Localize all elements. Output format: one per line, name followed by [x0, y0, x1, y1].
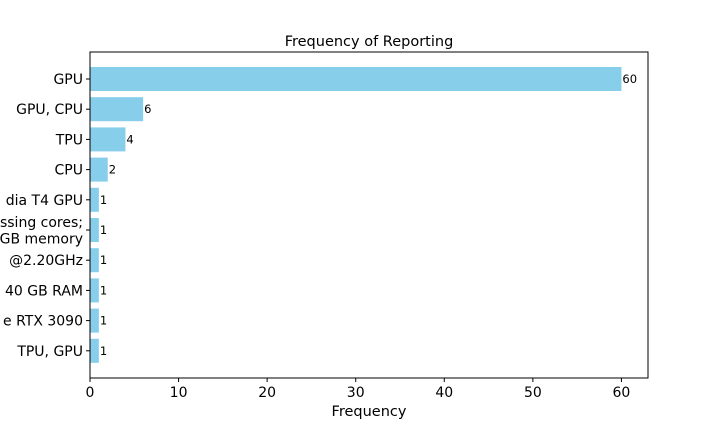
y-tick-label: 40 GB RAM	[5, 283, 83, 299]
y-tick-label: CPU	[55, 163, 83, 179]
plot-frame	[89, 51, 649, 379]
y-tick-label: GPU	[53, 72, 83, 88]
chart-title: Frequency of Reporting	[285, 34, 454, 50]
data-label: 4	[126, 132, 133, 146]
bar	[90, 67, 622, 91]
data-label: 2	[109, 163, 116, 177]
y-tick-label: TPU, GPU	[16, 344, 83, 360]
y-tick-label: TPU	[55, 132, 83, 148]
y-tick-label: dia T4 GPU	[6, 193, 83, 209]
y-tick-label: e RTX 3090	[3, 314, 83, 330]
bar	[90, 308, 99, 333]
x-tick-label: 20	[258, 385, 276, 401]
x-tick-label: 40	[435, 385, 453, 401]
x-tick-label: 10	[170, 385, 188, 401]
y-tick-label: GPU, CPU	[16, 102, 83, 118]
bar	[90, 187, 99, 212]
data-label: 1	[100, 283, 107, 297]
bar	[90, 157, 108, 182]
data-label: 1	[100, 223, 107, 237]
bar	[90, 127, 126, 152]
bar	[90, 218, 99, 242]
y-axis-ticks: GPU GPU, CPU TPU CPU dia T4 GPU ssing cores; G…	[0, 72, 90, 360]
bar	[90, 278, 99, 303]
x-tick-label: 50	[524, 385, 542, 401]
data-labels-group: 60 6 4 2 1 1 1 1 1 1	[100, 72, 637, 358]
x-tick-label: 0	[86, 385, 95, 401]
bar	[90, 338, 99, 363]
x-tick-label: 60	[613, 385, 631, 401]
data-label: 1	[100, 253, 107, 267]
data-label: 1	[100, 344, 107, 358]
y-tick-label: ssing cores; GB memory	[0, 215, 83, 248]
x-axis-label: Frequency	[332, 404, 407, 420]
bar	[90, 97, 144, 122]
data-label: 1	[100, 193, 107, 207]
x-axis-ticks: 0 10 20 30 40 50 60	[86, 378, 631, 401]
data-label: 6	[144, 102, 151, 116]
bar	[90, 248, 99, 273]
x-tick-label: 30	[347, 385, 365, 401]
data-label: 1	[100, 314, 107, 328]
data-label: 60	[622, 72, 637, 86]
bars-group	[90, 67, 622, 363]
y-tick-label: @2.20GHz	[9, 253, 83, 269]
